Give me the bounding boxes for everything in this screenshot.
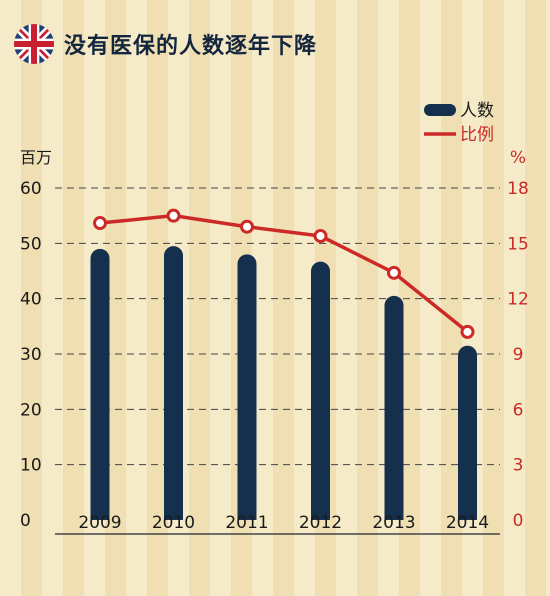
y-right-tick-label: 9 (513, 345, 524, 365)
ratio-point (240, 219, 254, 234)
bar (311, 261, 330, 520)
header: 没有医保的人数逐年下降 (14, 24, 317, 64)
legend-line-label: 比例 (460, 125, 494, 145)
legend-bar-swatch (424, 104, 456, 116)
bar (90, 248, 110, 520)
legend-bar-label: 人数 (460, 101, 494, 121)
x-tick-label: 2013 (372, 513, 415, 533)
bar (237, 254, 257, 520)
bar-base (311, 508, 330, 520)
y-right-tick-label: 3 (513, 456, 524, 476)
y-left-tick-label: 50 (20, 234, 42, 254)
y-left-tick-label: 30 (20, 345, 42, 365)
y-left-tick-label: 0 (20, 511, 31, 531)
ratio-line (99, 213, 469, 334)
bar (458, 345, 477, 520)
bar-base (384, 508, 404, 520)
bar-base (458, 508, 477, 520)
bar-base (90, 508, 110, 520)
ratio-point (460, 324, 475, 339)
x-tick-label: 2014 (446, 513, 489, 533)
y-right-tick-label: 6 (513, 400, 524, 420)
y-right-tick-label: 18 (507, 179, 529, 199)
y-left-tick-label: 40 (20, 290, 42, 310)
x-tick-label: 2012 (299, 513, 342, 533)
y-left-tick-label: 60 (20, 179, 42, 199)
y-right-unit: % (510, 148, 526, 168)
x-tick-label: 2010 (152, 513, 195, 533)
y-left-tick-label: 10 (20, 456, 42, 476)
ratio-point (387, 265, 401, 280)
chart-title: 没有医保的人数逐年下降 (64, 34, 318, 59)
bar-base (237, 508, 257, 520)
bar-base (164, 508, 183, 520)
ratio-point (166, 208, 181, 223)
x-tick-label: 2011 (225, 513, 268, 533)
uk-flag-icon (14, 24, 54, 64)
y-right-tick-label: 0 (513, 511, 524, 531)
y-right-tick-label: 15 (507, 234, 529, 254)
ratio-point (93, 216, 107, 231)
ratio-point (313, 228, 328, 243)
y-left-tick-label: 20 (20, 400, 42, 420)
x-tick-label: 2009 (78, 513, 121, 533)
bar (164, 246, 183, 520)
bar (384, 295, 404, 520)
y-left-unit: 百万 (20, 148, 52, 167)
y-right-tick-label: 12 (507, 290, 529, 310)
